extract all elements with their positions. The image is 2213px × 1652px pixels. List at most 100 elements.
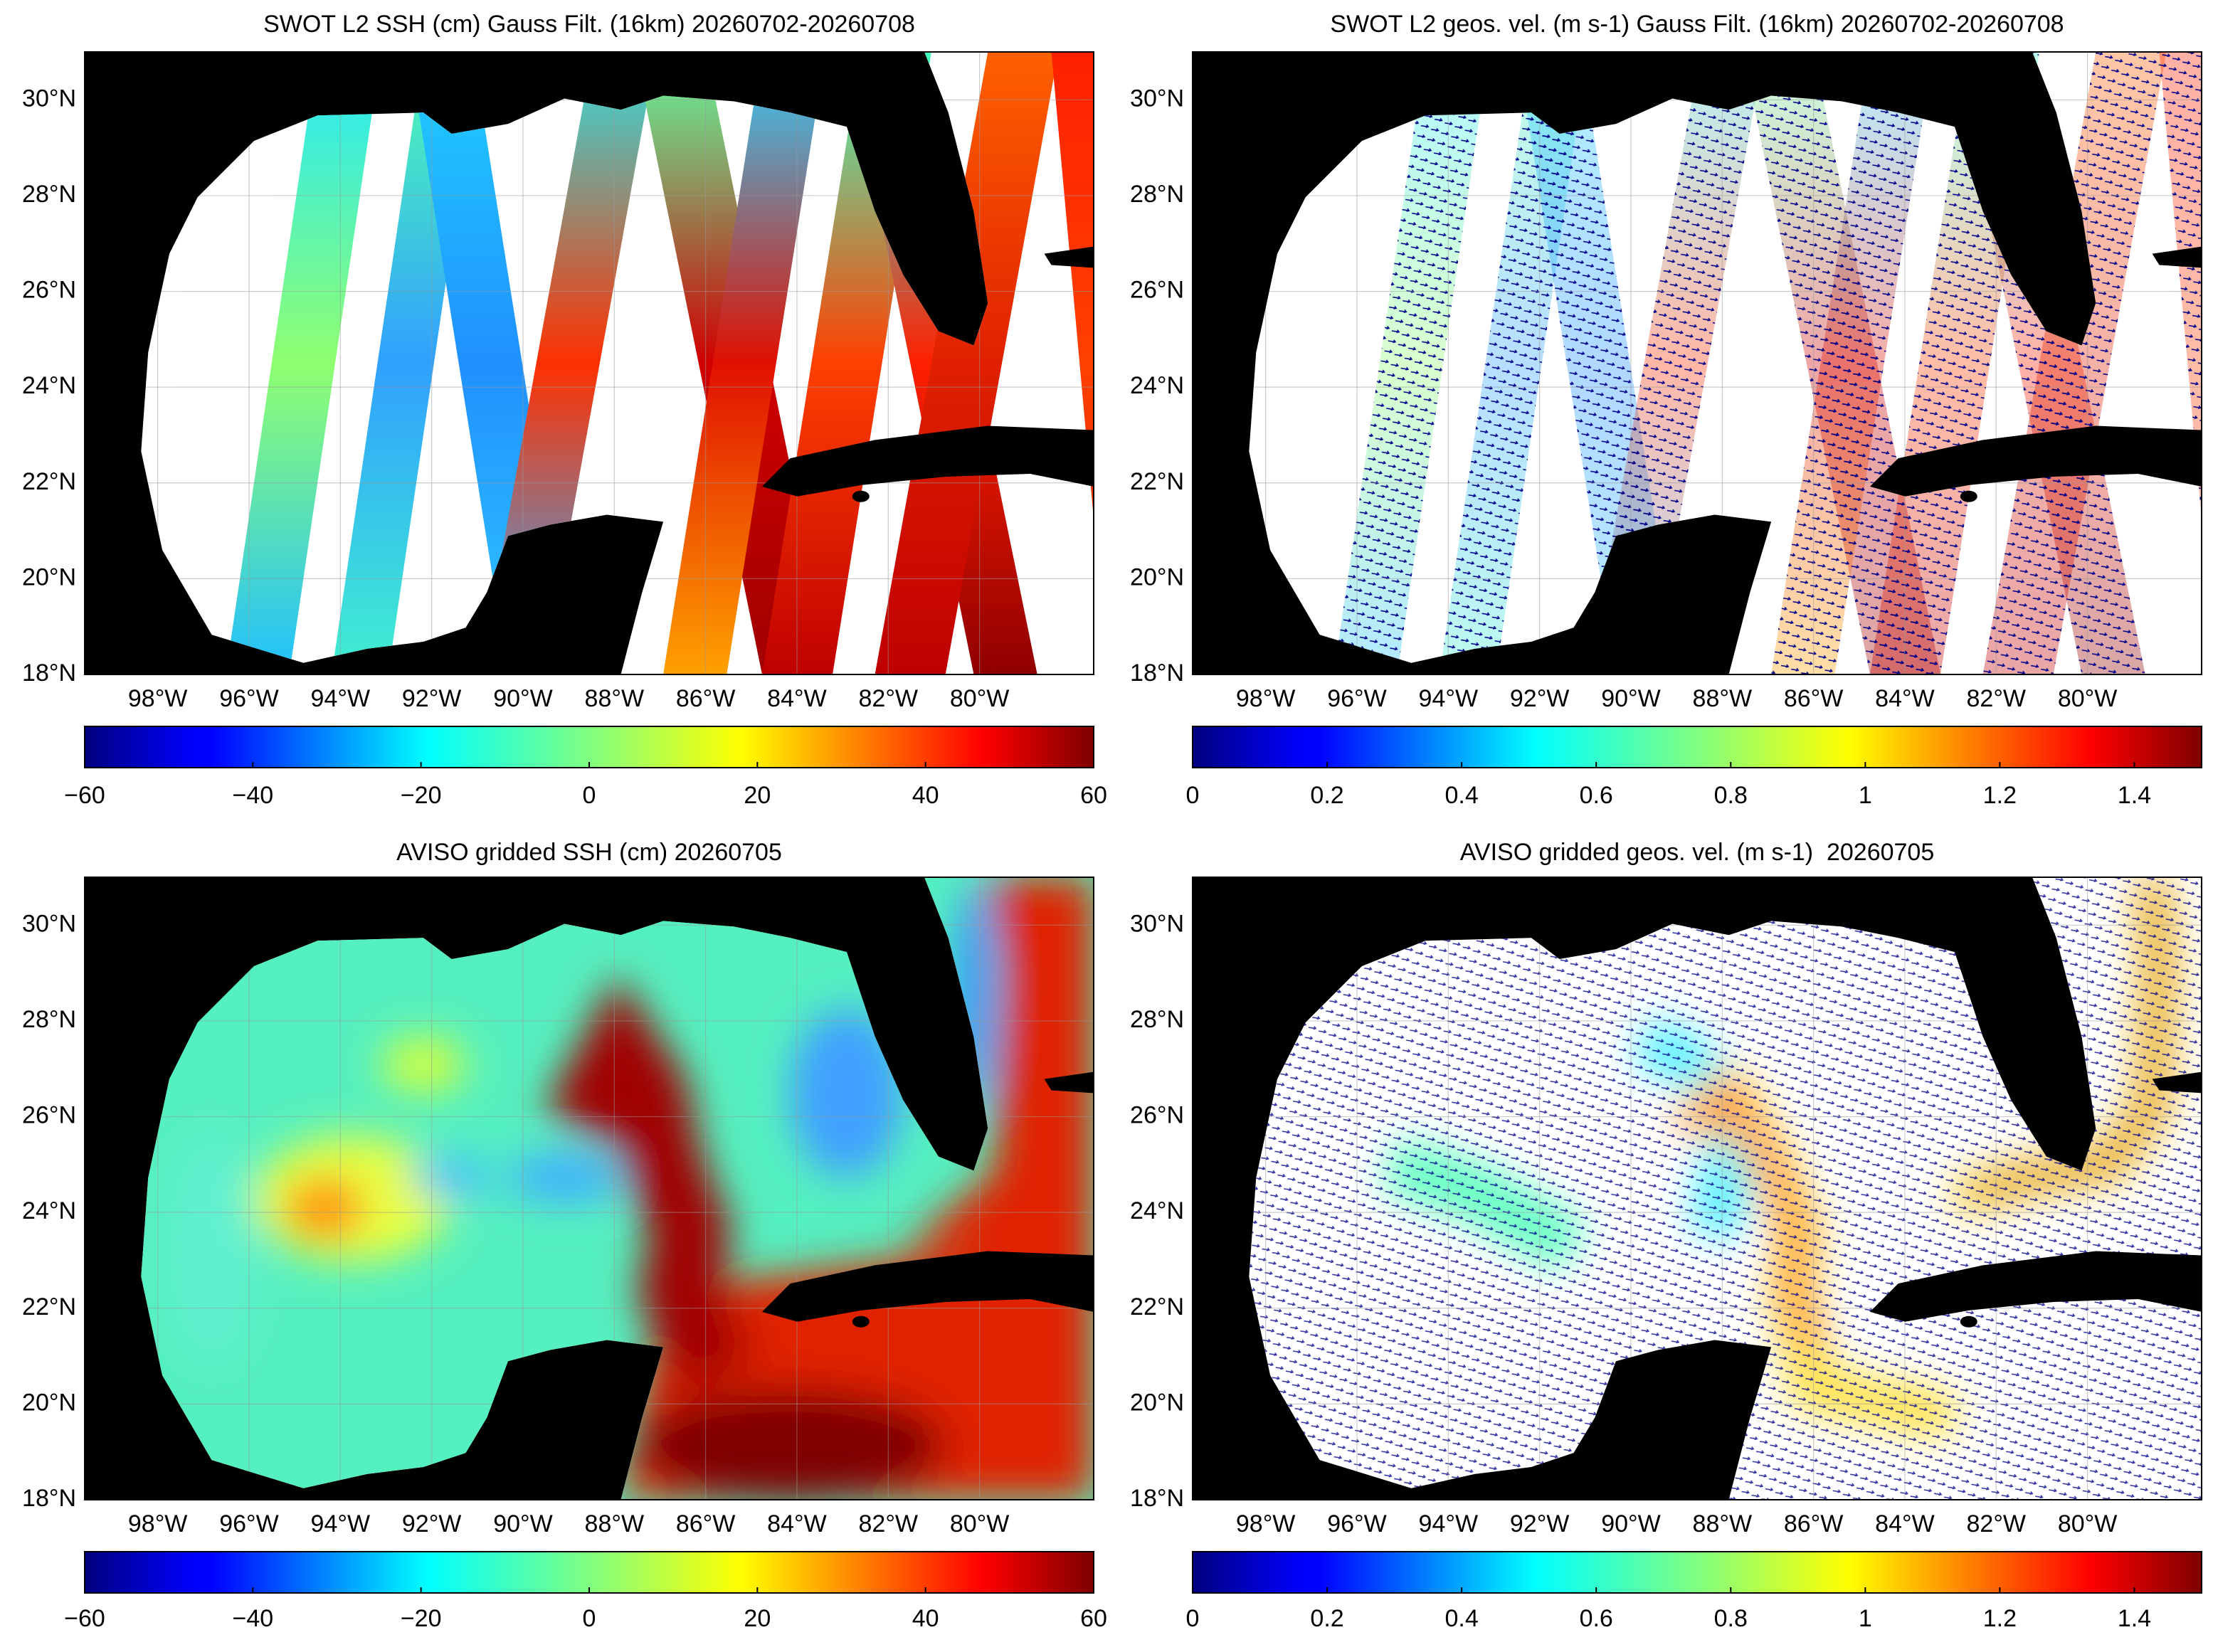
lat-tick-label: 30°N <box>22 910 76 937</box>
swath-arrows <box>1333 52 1489 674</box>
lat-tick-label: 26°N <box>22 1102 76 1129</box>
lat-tick-label: 20°N <box>1130 1389 1184 1416</box>
lon-tick-label: 98°W <box>1236 1510 1296 1537</box>
lon-tick-label: 84°W <box>767 685 827 712</box>
lon-tick-label: 96°W <box>219 1510 279 1537</box>
lat-tick-label: 20°N <box>22 1389 76 1416</box>
lon-tick-label: 82°W <box>1967 1510 2027 1537</box>
lon-tick-label: 94°W <box>1419 1510 1479 1537</box>
panel-title: SWOT L2 SSH (cm) Gauss Filt. (16km) 2026… <box>263 11 915 38</box>
lat-tick-label: 28°N <box>22 1006 76 1033</box>
lon-tick-label: 86°W <box>676 1510 736 1537</box>
colorbar <box>84 726 1094 768</box>
colorbar-tick-label: 1.2 <box>1983 782 2017 809</box>
lon-tick-label: 86°W <box>1784 1510 1844 1537</box>
colorbar-tick-label: −60 <box>64 1605 105 1632</box>
colorbar <box>1192 726 2202 768</box>
lat-tick-label: 22°N <box>22 468 76 495</box>
lon-tick-label: 92°W <box>1510 1510 1570 1537</box>
colorbar-tick-label: 0.4 <box>1445 782 1479 809</box>
land-cuba <box>761 425 1094 497</box>
lat-tick-label: 28°N <box>22 181 76 208</box>
lon-tick-label: 80°W <box>2058 1510 2118 1537</box>
ssh-feature <box>409 1158 495 1198</box>
map-frame <box>1192 877 2202 1500</box>
lat-tick-label: 30°N <box>22 85 76 112</box>
lat-tick-label: 20°N <box>22 563 76 591</box>
lon-tick-label: 88°W <box>585 1510 645 1537</box>
colorbar-tick-label: 20 <box>744 782 771 809</box>
colorbar-tick-label: 20 <box>744 1605 771 1632</box>
lat-tick-label: 24°N <box>1130 372 1184 399</box>
ssh-feature <box>507 1152 621 1204</box>
map <box>1193 52 2202 674</box>
lon-tick-label: 96°W <box>219 685 279 712</box>
colorbar <box>84 1551 1094 1594</box>
lon-tick-label: 94°W <box>311 685 371 712</box>
swath <box>226 52 381 674</box>
lon-tick-label: 84°W <box>767 1510 827 1537</box>
panel-title: AVISO gridded geos. vel. (m s-1) 2026070… <box>1460 839 1935 866</box>
lon-tick-label: 96°W <box>1327 1510 1387 1537</box>
lon-tick-label: 94°W <box>311 1510 371 1537</box>
lon-tick-label: 94°W <box>1419 685 1479 712</box>
lat-tick-label: 18°N <box>1130 660 1184 687</box>
panel-title: SWOT L2 geos. vel. (m s-1) Gauss Filt. (… <box>1330 11 2064 38</box>
lat-tick-label: 24°N <box>22 1197 76 1224</box>
land-island <box>852 1315 870 1328</box>
map <box>85 52 1094 674</box>
lat-tick-label: 18°N <box>1130 1485 1184 1512</box>
ssh-feature <box>544 975 755 1393</box>
lat-tick-label: 22°N <box>22 1293 76 1320</box>
lat-tick-label: 26°N <box>1130 277 1184 304</box>
swath-arrows <box>2159 52 2202 674</box>
swath <box>875 52 1059 674</box>
ssh-feature <box>381 1037 466 1094</box>
lat-tick-label: 26°N <box>22 277 76 304</box>
lat-tick-label: 22°N <box>1130 1293 1184 1320</box>
lon-tick-label: 90°W <box>1601 1510 1661 1537</box>
lon-tick-label: 96°W <box>1327 685 1387 712</box>
colorbar-tick-label: 0.6 <box>1580 1605 1613 1632</box>
colorbar-tick-label: 40 <box>912 1605 939 1632</box>
lat-tick-label: 22°N <box>1130 468 1184 495</box>
lon-tick-label: 82°W <box>1967 685 2027 712</box>
lon-tick-label: 92°W <box>1510 685 1570 712</box>
colorbar-tick-label: 0 <box>1186 782 1200 809</box>
lon-tick-label: 98°W <box>128 1510 188 1537</box>
swath-arrows <box>1982 52 2167 674</box>
land-island <box>1960 1315 1977 1328</box>
lon-tick-label: 98°W <box>1236 685 1296 712</box>
lon-tick-label: 90°W <box>493 1510 553 1537</box>
colorbar-tick-label: 1 <box>1859 782 1872 809</box>
ssh-feature <box>635 1389 946 1500</box>
land-cuba <box>1869 1251 2202 1322</box>
colorbar-tick-label: 60 <box>1080 1605 1107 1632</box>
swath-arrows <box>1771 52 1934 674</box>
map-frame <box>84 877 1094 1500</box>
lat-tick-label: 30°N <box>1130 85 1184 112</box>
colorbar-tick-label: 0.4 <box>1445 1605 1479 1632</box>
lat-tick-label: 18°N <box>22 660 76 687</box>
lon-tick-label: 82°W <box>859 1510 919 1537</box>
land-island <box>852 490 870 502</box>
lat-tick-label: 18°N <box>22 1485 76 1512</box>
colorbar-tick-label: −20 <box>401 782 442 809</box>
lon-tick-label: 84°W <box>1875 685 1935 712</box>
lat-tick-label: 20°N <box>1130 563 1184 591</box>
land-bahamas <box>1044 246 1094 268</box>
colorbar-tick-label: 60 <box>1080 782 1107 809</box>
colorbar-tick-label: 0 <box>1186 1605 1200 1632</box>
colorbar-tick-label: 0 <box>583 782 596 809</box>
colorbar-tick-label: −40 <box>232 1605 273 1632</box>
colorbar <box>1192 1551 2202 1594</box>
lon-tick-label: 86°W <box>1784 685 1844 712</box>
panel-title: AVISO gridded SSH (cm) 20260705 <box>396 839 782 866</box>
colorbar-tick-label: 40 <box>912 782 939 809</box>
land-cuba <box>1869 425 2202 497</box>
colorbar-tick-label: 1.4 <box>2118 782 2151 809</box>
lon-tick-label: 82°W <box>859 685 919 712</box>
ssh-feature <box>285 1177 364 1240</box>
colorbar-tick-label: −60 <box>64 782 105 809</box>
